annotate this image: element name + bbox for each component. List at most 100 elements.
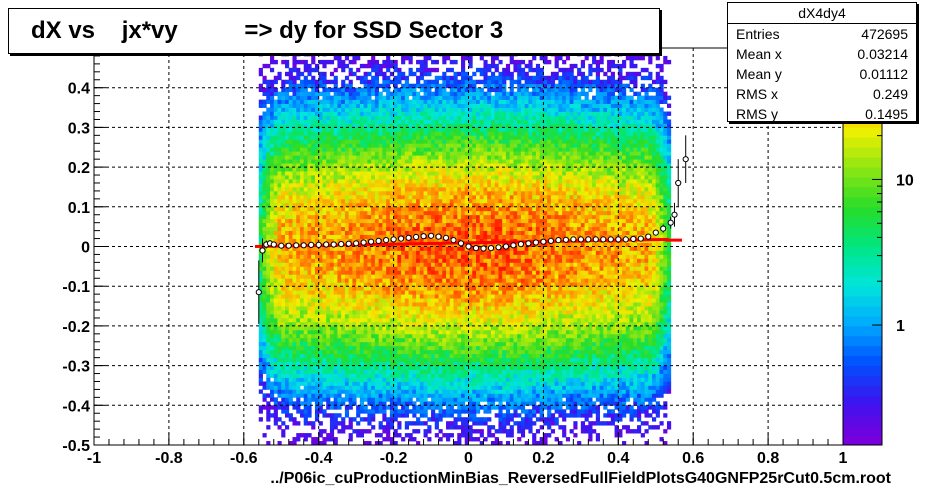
heatmap-cell [273, 306, 278, 311]
heatmap-cell [397, 425, 402, 430]
heatmap-cell [371, 55, 376, 61]
heatmap-cell [371, 230, 376, 235]
heatmap-cell [438, 75, 443, 81]
heatmap-cell [408, 159, 413, 164]
heatmap-cell [329, 290, 335, 295]
heatmap-cell [326, 99, 331, 104]
heatmap-cell [359, 317, 365, 323]
heatmap-cell [442, 298, 447, 303]
heatmap-cell [386, 55, 391, 61]
heatmap-cell [296, 345, 301, 351]
heatmap-cell [356, 294, 361, 299]
heatmap-cell [270, 214, 275, 220]
heatmap-cell [311, 115, 316, 120]
heatmap-cell [427, 357, 432, 363]
heatmap-cell [449, 67, 454, 73]
heatmap-cell [423, 317, 428, 323]
heatmap-cell [322, 345, 327, 351]
heatmap-cell [356, 214, 361, 220]
heatmap-cell [285, 250, 290, 255]
heatmap-cell [333, 95, 338, 101]
heatmap-cell [303, 179, 308, 184]
heatmap-cell [434, 294, 439, 299]
heatmap-cell [318, 389, 323, 394]
heatmap-cell [457, 401, 462, 406]
heatmap-cell [270, 115, 275, 120]
heatmap-cell [270, 250, 275, 255]
heatmap-cell [382, 59, 387, 65]
heatmap-cell [356, 123, 361, 128]
heatmap-cell [288, 79, 293, 85]
heatmap-cell [266, 321, 271, 327]
heatmap-cell [296, 298, 301, 303]
heatmap-cell [292, 143, 297, 148]
heatmap-cell [352, 325, 357, 331]
heatmap-cell [281, 294, 286, 299]
heatmap-cell [404, 51, 409, 57]
heatmap-cell [318, 250, 323, 255]
heatmap-cell [277, 282, 282, 287]
heatmap-cell [393, 103, 398, 108]
heatmap-cell [273, 218, 278, 224]
heatmap-cell [404, 385, 409, 390]
heatmap-cell [281, 155, 286, 160]
heatmap-cell [326, 349, 331, 355]
heatmap-cell [449, 155, 454, 160]
heatmap-cell [352, 361, 357, 366]
heatmap-cell [299, 282, 305, 287]
heatmap-cell [378, 182, 383, 188]
heatmap-cell [303, 163, 308, 168]
heatmap-cell [408, 119, 413, 124]
heatmap-cell [374, 83, 380, 89]
heatmap-cell [442, 341, 447, 347]
heatmap-cell [337, 194, 342, 200]
heatmap-cell [461, 282, 466, 287]
heatmap-cell [258, 179, 263, 184]
heatmap-cell [296, 171, 301, 176]
heatmap-cell [419, 131, 424, 136]
heatmap-cell [285, 294, 290, 299]
heatmap-cell [363, 75, 368, 81]
heatmap-cell [348, 238, 353, 243]
heatmap-cell [348, 401, 353, 406]
heatmap-cell [322, 353, 327, 359]
heatmap-cell [341, 226, 346, 232]
heatmap-cell [266, 349, 271, 355]
heatmap-cell [386, 226, 391, 232]
heatmap-cell [427, 206, 432, 212]
heatmap-cell [457, 115, 462, 120]
heatmap-cell [412, 437, 417, 442]
heatmap-cell [292, 377, 297, 382]
heatmap-cell [378, 357, 383, 363]
heatmap-cell [326, 294, 331, 299]
heatmap-cell [419, 51, 424, 57]
heatmap-cell [352, 290, 357, 295]
heatmap-cell [416, 202, 421, 208]
heatmap-cell [457, 218, 462, 224]
heatmap-cell [371, 417, 376, 422]
heatmap-cell [318, 381, 323, 386]
heatmap-cell [397, 147, 402, 152]
heatmap-cell [329, 79, 335, 85]
heatmap-cell [382, 313, 387, 319]
heatmap-cell [322, 409, 327, 414]
heatmap-cell [371, 290, 376, 295]
heatmap-cell [412, 123, 417, 128]
heatmap-cell [270, 103, 275, 108]
heatmap-cell [292, 131, 297, 136]
heatmap-cell [262, 405, 267, 410]
heatmap-cell [314, 298, 320, 303]
heatmap-cell [344, 167, 350, 172]
heatmap-cell [464, 306, 469, 311]
heatmap-cell [311, 111, 316, 116]
heatmap-cell [329, 99, 335, 104]
heatmap-cell [416, 147, 421, 152]
heatmap-cell [344, 218, 350, 224]
heatmap-cell [341, 345, 346, 351]
heatmap-cell [382, 317, 387, 323]
heatmap-cell [288, 147, 293, 152]
heatmap-cell [277, 441, 282, 446]
heatmap-cell [412, 151, 417, 156]
heatmap-cell [386, 99, 391, 104]
heatmap-cell [408, 337, 413, 343]
